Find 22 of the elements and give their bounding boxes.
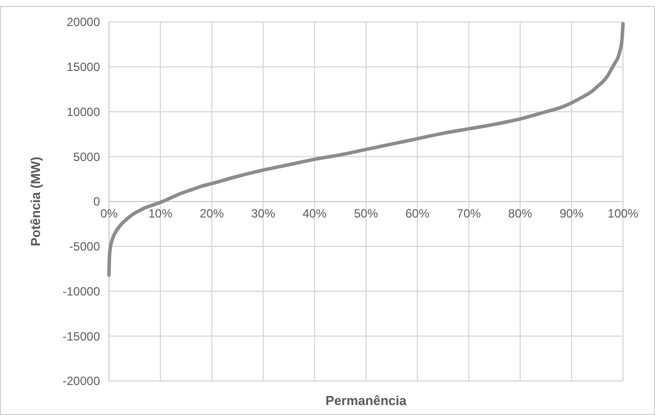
y-tick-label: 10000 [66,104,100,119]
x-tick-label: 80% [508,206,533,220]
y-tick-label: 5000 [73,150,100,164]
x-tick-label: 90% [560,206,584,220]
y-tick-label: 20000 [66,15,100,30]
x-tick-label: 30% [251,206,276,220]
x-tick-label: 0% [100,206,118,220]
y-tick-label: -5000 [69,240,100,254]
x-tick-label: 100% [608,206,639,220]
y-tick-label: -10000 [62,284,100,298]
x-tick-label: 10% [148,206,173,220]
y-tick-label: -20000 [62,374,100,388]
x-axis-title: Permanência [326,393,408,408]
y-axis-title: Potência (MW) [28,156,43,246]
y-tick-label: -15000 [62,329,100,344]
x-tick-label: 50% [354,206,378,220]
x-tick-label: 20% [200,206,224,220]
x-tick-label: 70% [456,206,482,220]
y-tick-label: 15000 [66,60,100,74]
x-tick-label: 40% [302,206,327,220]
y-tick-label: 0 [93,194,100,209]
x-tick-label: 60% [405,206,430,220]
